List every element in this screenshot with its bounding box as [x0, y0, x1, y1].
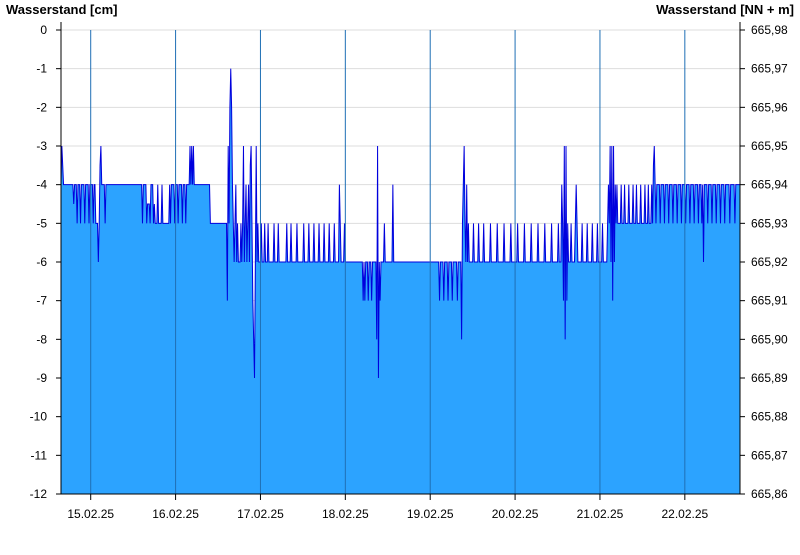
left-tick-label: -2: [36, 100, 47, 114]
x-tick-label: 19.02.25: [407, 507, 454, 521]
x-tick-label: 20.02.25: [492, 507, 539, 521]
right-tick-label: 665,95: [751, 139, 788, 153]
right-tick-label: 665,87: [751, 448, 788, 462]
left-tick-label: -11: [31, 448, 48, 462]
right-tick-label: 665,98: [751, 23, 788, 37]
left-tick-label: -12: [30, 487, 48, 501]
right-tick-label: 665,91: [751, 294, 788, 308]
right-tick-label: 665,93: [751, 216, 788, 230]
right-axis-title: Wasserstand [NN + m]: [656, 2, 794, 17]
x-tick-label: 21.02.25: [577, 507, 624, 521]
left-tick-label: -3: [36, 139, 47, 153]
left-tick-label: -10: [30, 410, 48, 424]
right-tick-label: 665,92: [751, 255, 788, 269]
right-tick-label: 665,94: [751, 178, 788, 192]
left-tick-label: -8: [36, 332, 47, 346]
x-tick-label: 22.02.25: [661, 507, 708, 521]
x-tick-label: 18.02.25: [322, 507, 369, 521]
left-tick-label: -4: [36, 178, 47, 192]
right-tick-label: 665,96: [751, 100, 788, 114]
x-tick-label: 16.02.25: [152, 507, 199, 521]
x-tick-label: 15.02.25: [67, 507, 114, 521]
right-tick-label: 665,88: [751, 410, 788, 424]
left-tick-label: -1: [36, 62, 47, 76]
right-tick-label: 665,97: [751, 62, 788, 76]
right-tick-label: 665,90: [751, 332, 788, 346]
left-tick-label: -6: [36, 255, 47, 269]
water-level-line: [60, 68, 740, 379]
right-tick-label: 665,89: [751, 371, 788, 385]
left-tick-label: -5: [36, 216, 47, 230]
left-axis-title: Wasserstand [cm]: [6, 2, 118, 17]
left-tick-label: 0: [40, 23, 47, 37]
water-level-area: [61, 68, 740, 495]
left-tick-label: -9: [36, 371, 47, 385]
left-tick-label: -7: [36, 294, 47, 308]
right-tick-label: 665,86: [751, 487, 788, 501]
x-tick-label: 17.02.25: [237, 507, 284, 521]
